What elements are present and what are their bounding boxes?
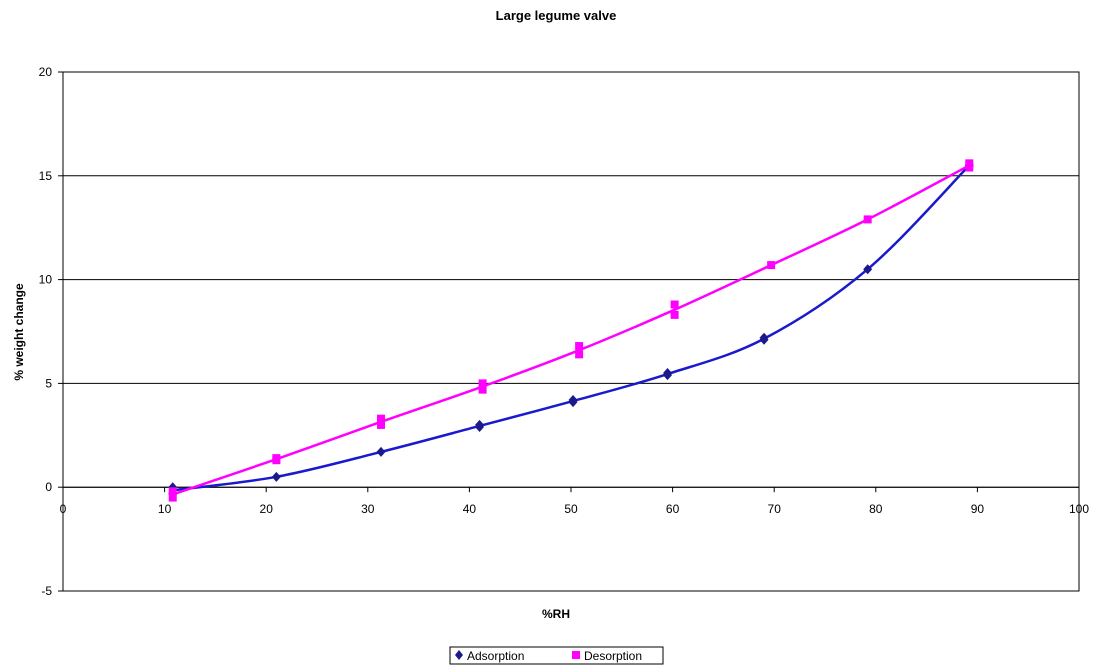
y-tick-label: 5 <box>45 376 52 390</box>
data-point-desorption <box>478 379 487 388</box>
legend-label-adsorption: Adsorption <box>467 649 524 663</box>
y-tick-label: 15 <box>39 169 53 183</box>
plot-area <box>62 71 1080 592</box>
legend-box <box>449 646 664 665</box>
y-tick-label: -5 <box>41 584 52 598</box>
x-tick-label: 70 <box>768 502 782 516</box>
data-point-desorption <box>377 414 386 423</box>
legend: Adsorption Desorption <box>449 646 664 665</box>
data-point-adsorption <box>663 368 673 379</box>
x-axis-label: %RH <box>542 607 570 621</box>
x-tick-label: 30 <box>361 502 375 516</box>
legend-marker-adsorption <box>455 650 463 660</box>
data-point-adsorption <box>863 264 873 275</box>
data-point-desorption <box>575 342 584 351</box>
series-markers <box>168 159 974 502</box>
data-point-adsorption <box>759 332 769 343</box>
x-tick-label: 90 <box>971 502 985 516</box>
data-point-desorption <box>767 261 776 270</box>
y-axis-label: % weight change <box>12 283 26 381</box>
legend-label-desorption: Desorption <box>584 649 642 663</box>
data-point-desorption <box>377 420 386 429</box>
data-point-desorption <box>478 385 487 394</box>
series-lines <box>172 164 971 496</box>
data-point-desorption <box>670 310 679 319</box>
data-point-desorption <box>272 454 281 463</box>
legend-marker-desorption <box>572 651 580 659</box>
y-tick-label: 20 <box>39 65 53 79</box>
axes <box>58 71 1080 592</box>
x-tick-label: 100 <box>1069 502 1089 516</box>
x-tick-labels: 0 10 20 30 40 50 60 70 80 90 100 <box>60 502 1090 516</box>
series-line-adsorption <box>172 164 971 492</box>
x-tick-label: 50 <box>564 502 578 516</box>
x-tick-label: 0 <box>60 502 67 516</box>
series-line-desorption <box>172 164 970 496</box>
data-point-adsorption <box>568 395 578 406</box>
data-point-desorption <box>965 159 974 168</box>
gridlines <box>63 175 1079 488</box>
x-tick-label: 60 <box>666 502 680 516</box>
data-point-desorption <box>168 493 177 502</box>
data-point-adsorption <box>376 446 386 457</box>
data-point-desorption <box>168 487 177 496</box>
chart-title: Large legume valve <box>496 8 617 23</box>
y-tick-labels: -5 0 5 10 15 20 <box>39 65 53 598</box>
data-point-desorption <box>965 163 974 172</box>
data-point-desorption <box>575 350 584 359</box>
x-tick-label: 40 <box>463 502 477 516</box>
y-tick-label: 0 <box>45 480 52 494</box>
y-tick-label: 10 <box>39 273 53 287</box>
x-tick-label: 10 <box>158 502 172 516</box>
data-point-desorption <box>670 300 679 309</box>
data-point-adsorption <box>475 419 485 430</box>
data-point-desorption <box>863 215 872 224</box>
data-point-adsorption <box>271 471 281 482</box>
x-tick-label: 20 <box>260 502 274 516</box>
x-tick-label: 80 <box>869 502 883 516</box>
